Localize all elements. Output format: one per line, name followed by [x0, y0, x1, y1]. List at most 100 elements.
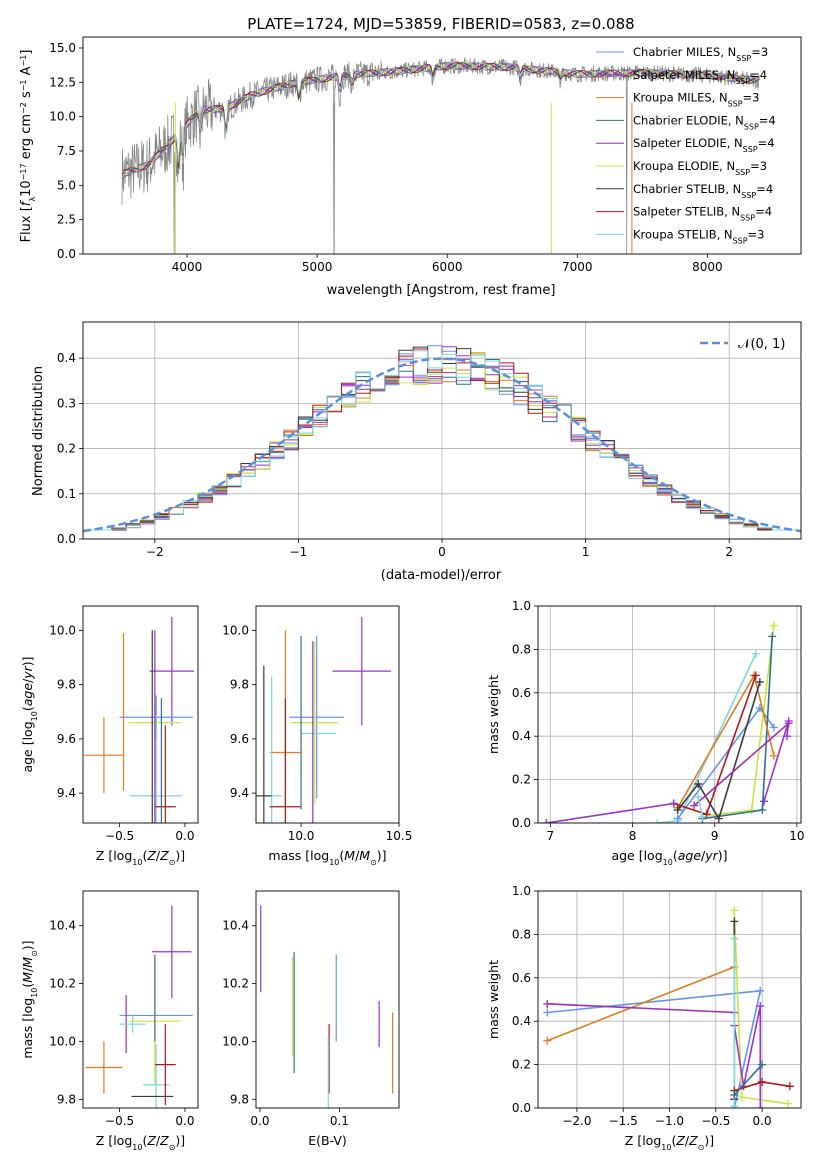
massweight-marker [756, 1002, 765, 1011]
x-tick-label: 0.0 [250, 1114, 269, 1128]
y-tick-label: 1.0 [512, 884, 531, 898]
massweight-marker [769, 751, 778, 760]
massweight-marker [673, 814, 682, 823]
massweight-marker [769, 621, 778, 630]
plot-area [84, 616, 195, 823]
legend-label: Salpeter MILES, NSSP=4 [633, 68, 767, 86]
massweight-xlabel: Z [log10(Z/Z⊙)] [625, 1133, 714, 1152]
x-tick-label: 10.0 [288, 829, 315, 843]
massweight-marker [737, 1093, 746, 1102]
x-tick-label: 0.0 [175, 829, 194, 843]
errorbar-xlabel: Z [log10(Z/Z⊙)] [96, 848, 185, 867]
massweight-marker [673, 805, 682, 814]
massweight-marker [769, 723, 778, 732]
axes-frame [82, 36, 802, 255]
panels: 4000 5000 6000 7000 80000.02.55.07.510.012.5… [19, 36, 805, 1152]
y-tick-label: 0.6 [512, 971, 531, 985]
axes-frame [255, 605, 400, 824]
y-tick-label: 15.0 [49, 41, 76, 55]
errorbar-axes-2: −0.5 0.0 9.4 9.6 9.8 10.0 Z [log10(Z/Z⊙)] age [… [20, 605, 199, 867]
spectrum-legend: Chabrier MILES, NSSP=3 Salpeter MILES, NS… [596, 45, 776, 245]
spectrum-model-kroupa-stelib [121, 62, 760, 174]
x-tick-label: 9 [711, 829, 719, 843]
x-tick-label: 10 [789, 829, 804, 843]
plot-area [260, 905, 394, 1108]
massweight-marker [755, 677, 764, 686]
y-tick-label: 10.0 [49, 1034, 76, 1048]
massweight-marker [694, 792, 703, 801]
x-tick-label: −2 [146, 545, 164, 559]
y-tick-label: 10.2 [222, 977, 249, 991]
y-tick-label: 9.4 [57, 786, 76, 800]
massweight-marker [758, 1077, 767, 1086]
plot-area [538, 891, 801, 1108]
spectrum-ylabel: Flux [fλ10−17 erg cm−2 s−1 A−1] [19, 50, 37, 243]
errorbar-ylabel: mass [log10(M/M⊙)] [20, 940, 39, 1058]
y-tick-label: 10.0 [222, 1034, 249, 1048]
x-tick-label: −1.0 [655, 1114, 684, 1128]
y-tick-label: 0.2 [512, 773, 531, 787]
y-tick-label: 10.4 [49, 919, 76, 933]
y-tick-label: 7.5 [57, 144, 76, 158]
x-tick-label: 8000 [692, 260, 723, 274]
massweight-marker [784, 719, 793, 728]
errorbar-axes-3: 10.0 10.5 9.4 9.6 9.8 10.0 mass [log10(M/M⊙)] [222, 605, 413, 867]
hist-step-kroupa-stelib [83, 350, 801, 531]
y-tick-label: 10.4 [222, 919, 249, 933]
massweight-marker [758, 805, 767, 814]
errorbar-xlabel: E(B-V) [308, 1133, 347, 1148]
y-tick-label: 0.8 [512, 642, 531, 656]
massweight-marker [542, 819, 551, 823]
massweight-marker [756, 1104, 765, 1108]
legend-label: Chabrier ELODIE, NSSP=4 [633, 113, 776, 130]
y-tick-label: 9.6 [57, 732, 76, 746]
y-tick-label: 1.0 [512, 599, 531, 613]
x-tick-label: 10.5 [386, 829, 413, 843]
y-tick-label: 9.8 [230, 1092, 249, 1106]
y-tick-label: 9.8 [57, 1092, 76, 1106]
massweight-marker [768, 632, 777, 641]
x-tick-label: 7 [547, 829, 555, 843]
x-tick-label: 4000 [172, 260, 203, 274]
massweight-line [547, 1003, 735, 1014]
plot-area [85, 905, 193, 1108]
x-tick-label: −0.5 [105, 829, 134, 843]
y-tick-label: 0.0 [57, 532, 76, 546]
massweight-axes-4: 7 8 9 10 0.0 0.2 0.4 0.6 0.8 1.0 age [log10(age/yr… [486, 599, 805, 867]
y-tick-label: 0.3 [57, 396, 76, 410]
y-tick-label: 0.0 [57, 247, 76, 261]
y-tick-label: 0.2 [57, 442, 76, 456]
spectrum-axes: 4000 5000 6000 7000 8000 0.0 2.5 5.0 7.5 10.0 12.5… [19, 36, 802, 298]
massweight-marker [543, 1008, 552, 1017]
y-tick-label: 9.6 [230, 732, 249, 746]
massweight-marker [543, 1036, 552, 1045]
x-tick-label: 8 [629, 829, 637, 843]
legend-label: Kroupa ELODIE, NSSP=3 [633, 159, 767, 177]
axes-frame [82, 605, 199, 824]
massweight-marker [730, 1101, 739, 1108]
massweight-marker [543, 999, 552, 1008]
massweight-marker [653, 819, 662, 823]
y-tick-label: 0.0 [512, 1101, 531, 1115]
massweight-marker [669, 799, 678, 808]
figure-title: PLATE=1724, MJD=53859, FIBERID=0583, z=0… [247, 15, 634, 33]
y-tick-label: 9.8 [230, 678, 249, 692]
spectrum-model-kroupa-elodie [121, 62, 760, 178]
errorbar-axes-6: 0.0 0.1 9.8 10.0 10.2 10.4 E(B-V) [222, 890, 400, 1148]
massweight-line [733, 1064, 763, 1096]
massweight-axes-7: −2.0 −1.5 −1.0 −0.5 0.0 0.0 0.2 0.4 0.6 0.8 1.0 Z [… [486, 884, 802, 1152]
y-tick-label: 10.0 [49, 110, 76, 124]
errorbar-ylabel: age [log10(age/yr)] [20, 656, 39, 772]
normal-legend-label: 𝒩(0, 1) [738, 337, 785, 352]
y-tick-label: 5.0 [57, 178, 76, 192]
x-tick-label: 0.1 [330, 1114, 349, 1128]
x-tick-label: −1.5 [609, 1114, 638, 1128]
massweight-marker [756, 986, 765, 995]
y-tick-label: 0.8 [512, 927, 531, 941]
x-tick-label: 7000 [562, 260, 593, 274]
legend-label: Kroupa MILES, NSSP=3 [633, 91, 759, 109]
errorbar-axes-5: −0.5 0.0 9.8 10.0 10.2 10.4 Z [log10(Z/Z⊙)] mas… [20, 890, 199, 1152]
legend-label: Chabrier STELIB, NSSP=4 [633, 182, 773, 200]
x-tick-label: 1 [582, 545, 590, 559]
